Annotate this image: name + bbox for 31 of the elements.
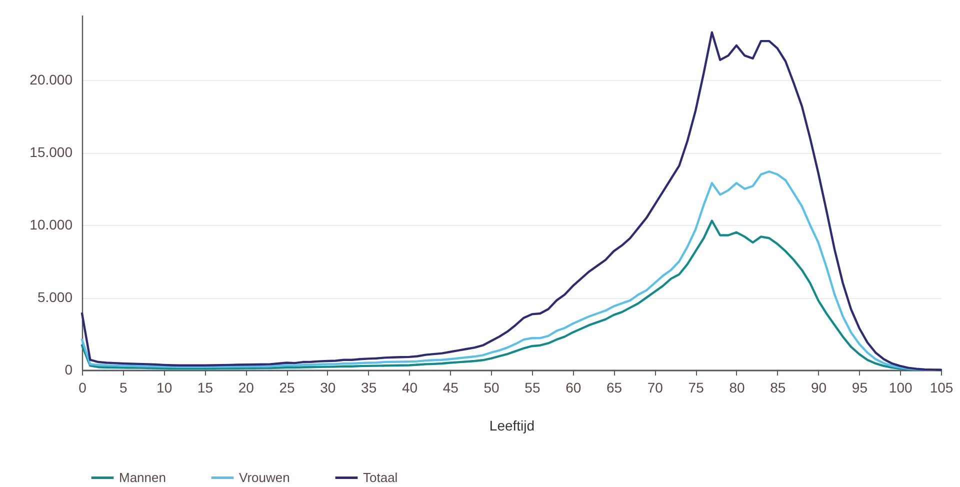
y-tick-label: 5.000 — [37, 289, 73, 306]
x-tick-label: 60 — [566, 380, 582, 396]
x-tick-label: 95 — [852, 380, 868, 396]
x-axis-title: Leeftijd — [489, 418, 535, 434]
x-tick-label: 100 — [888, 380, 912, 396]
x-tick-label: 35 — [361, 380, 377, 396]
x-tick-label: 55 — [524, 380, 540, 396]
x-tick-label: 5 — [120, 380, 128, 396]
x-tick-label: 10 — [156, 380, 172, 396]
x-tick-label: 25 — [279, 380, 296, 396]
y-tick-label: 15.000 — [30, 144, 73, 160]
x-tick-label: 20 — [238, 380, 254, 396]
x-tick-label: 15 — [197, 380, 214, 396]
x-tick-label: 65 — [606, 380, 622, 396]
x-tick-label: 45 — [442, 380, 459, 396]
x-tick-label: 90 — [810, 380, 827, 396]
x-tick-label: 50 — [484, 380, 500, 396]
x-tick-label: 40 — [402, 380, 418, 396]
y-tick-label: 0 — [64, 362, 73, 378]
x-tick-label: 30 — [320, 380, 336, 396]
x-tick-label: 105 — [930, 380, 954, 396]
x-tick-label: 75 — [688, 380, 704, 396]
x-tick-label: 0 — [78, 380, 87, 396]
legend-label: Vrouwen — [239, 470, 290, 485]
x-tick-label: 80 — [729, 380, 745, 396]
y-tick-label: 10.000 — [30, 216, 73, 233]
x-tick-label: 85 — [770, 380, 786, 396]
y-tick-label: 20.000 — [30, 72, 73, 88]
x-tick-label: 70 — [647, 380, 664, 396]
legend-label: Mannen — [119, 470, 166, 485]
legend-label: Totaal — [363, 470, 398, 485]
